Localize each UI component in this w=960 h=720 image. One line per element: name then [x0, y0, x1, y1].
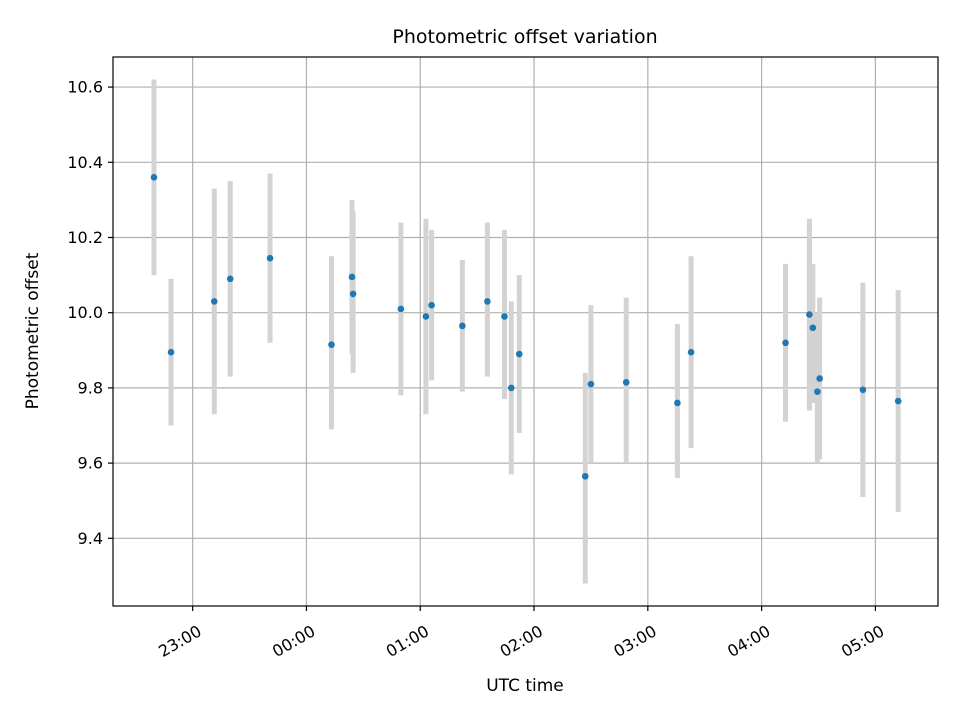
x-axis-label: UTC time — [486, 676, 564, 696]
data-point — [806, 311, 813, 318]
data-points — [150, 174, 902, 480]
data-point — [894, 397, 902, 405]
data-point — [687, 348, 695, 356]
chart-title: Photometric offset variation — [392, 26, 657, 48]
data-point — [515, 350, 523, 358]
data-point — [581, 472, 589, 480]
y-tick-label: 10.4 — [67, 153, 103, 172]
data-point — [428, 301, 435, 309]
data-point — [674, 399, 681, 407]
data-point — [150, 174, 158, 181]
data-point — [210, 298, 218, 305]
data-point — [226, 275, 234, 283]
y-axis-ticks: 9.4 9.6 9.8 10.0 10.2 10.4 10.6 — [67, 78, 113, 548]
data-point — [782, 339, 789, 347]
y-tick-label: 9.4 — [78, 529, 103, 548]
y-tick-label: 9.6 — [78, 454, 103, 473]
data-point — [484, 298, 491, 305]
y-tick-label: 10.0 — [67, 303, 103, 322]
plot-frame — [112, 56, 939, 607]
y-tick-label: 9.8 — [78, 378, 103, 397]
data-point — [587, 380, 595, 388]
data-point — [397, 305, 405, 313]
data-point — [328, 341, 335, 348]
grid — [113, 57, 938, 606]
y-tick-label: 10.6 — [67, 78, 103, 97]
data-point — [422, 313, 430, 320]
data-point — [348, 273, 356, 281]
y-tick-label: 10.2 — [67, 228, 103, 247]
data-point — [814, 388, 821, 395]
data-point — [622, 378, 630, 386]
data-point — [507, 384, 515, 392]
data-point — [816, 375, 823, 382]
data-point — [349, 290, 357, 298]
data-point — [859, 386, 867, 394]
data-point — [809, 324, 817, 332]
data-point — [167, 348, 175, 356]
data-point — [501, 313, 508, 320]
y-axis-label: Photometric offset — [23, 252, 43, 409]
data-point — [266, 254, 274, 262]
data-point — [459, 322, 466, 330]
